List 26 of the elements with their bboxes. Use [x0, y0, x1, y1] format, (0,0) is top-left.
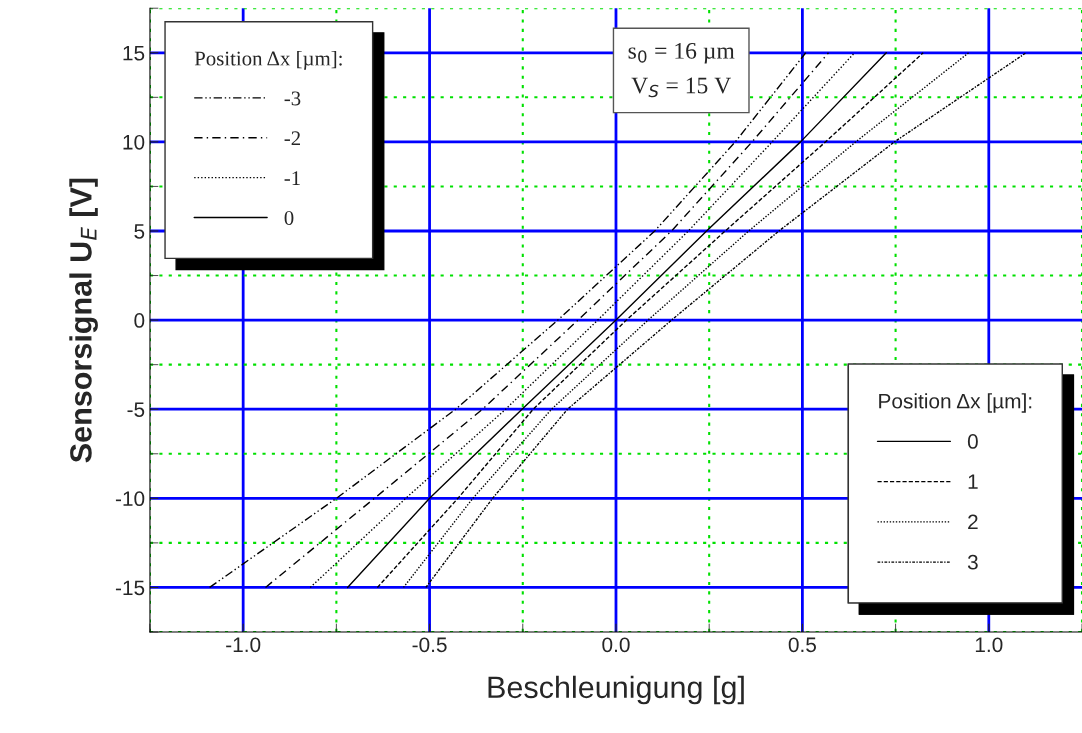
x-axis-title: Beschleunigung [g]	[488, 675, 744, 705]
annotation: V$_{S}$ = 15 V	[631, 77, 731, 98]
x-tick-label: 0.0	[602, 637, 630, 653]
legend-title: Position Δx [µm]:	[194, 50, 342, 70]
y-tick-label: -10	[115, 491, 145, 507]
y-axis-title: Sensorsignal U$_{E}$ [V]	[69, 178, 98, 463]
y-tick-label: -15	[115, 580, 145, 596]
x-tick-label: -1.0	[226, 637, 261, 653]
annotation: s$_{0}$ = 16 µm	[628, 42, 735, 64]
legend-label: 0	[284, 210, 294, 225]
legend-label: 3	[967, 554, 978, 570]
legend-label: -2	[284, 131, 300, 146]
text: 0	[967, 434, 978, 449]
legend-label: -1	[284, 171, 300, 185]
x-tick-label: 1.0	[975, 637, 1003, 653]
y-tick-label: 5	[134, 224, 145, 239]
legend-label: 2	[968, 514, 978, 530]
x-tick-label: 0.5	[788, 637, 816, 653]
y-tick-label: 10	[123, 134, 145, 150]
legend-label: -3	[284, 91, 301, 106]
y-tick-label: 15	[123, 45, 145, 61]
x-tick-label: -0.5	[412, 637, 447, 653]
legend-label: 1	[968, 474, 978, 489]
y-tick-label: 0	[134, 313, 145, 328]
y-tick-label: -5	[127, 402, 145, 417]
text: Position Δx [µm]:	[879, 393, 1032, 413]
